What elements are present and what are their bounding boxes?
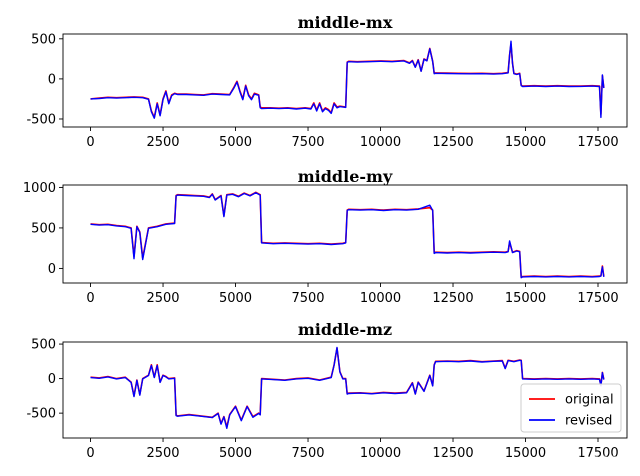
chart-title: middle-my xyxy=(298,167,393,186)
x-tick-label: 2500 xyxy=(146,291,179,306)
x-tick-label: 12500 xyxy=(432,291,473,306)
x-tick-label: 5000 xyxy=(219,446,252,461)
x-tick-label: 15000 xyxy=(505,291,546,306)
x-tick-label: 10000 xyxy=(360,291,401,306)
x-tick-label: 7500 xyxy=(291,291,324,306)
x-tick-label: 0 xyxy=(86,291,94,306)
y-tick-label: 0 xyxy=(48,262,56,277)
chart-title: middle-mz xyxy=(298,320,392,339)
x-tick-label: 7500 xyxy=(291,446,324,461)
x-tick-label: 10000 xyxy=(360,135,401,150)
x-tick-label: 2500 xyxy=(146,446,179,461)
y-tick-label: 500 xyxy=(31,338,56,353)
x-tick-label: 0 xyxy=(86,135,94,150)
x-tick-label: 0 xyxy=(86,446,94,461)
x-tick-label: 17500 xyxy=(577,135,618,150)
y-tick-label: 500 xyxy=(31,32,56,47)
y-tick-label: 0 xyxy=(48,72,56,87)
chart-title: middle-mx xyxy=(298,13,393,32)
y-tick-label: 1000 xyxy=(23,181,56,196)
y-tick-label: -500 xyxy=(26,112,56,127)
legend-label-revised: revised xyxy=(565,414,612,429)
legend: original revised xyxy=(521,384,621,432)
x-tick-label: 12500 xyxy=(432,135,473,150)
x-tick-label: 5000 xyxy=(219,291,252,306)
x-tick-label: 7500 xyxy=(291,135,324,150)
legend-label-original: original xyxy=(565,393,614,408)
x-tick-label: 2500 xyxy=(146,135,179,150)
y-tick-label: 0 xyxy=(48,372,56,387)
x-tick-label: 5000 xyxy=(219,135,252,150)
y-tick-label: -500 xyxy=(26,407,56,422)
x-tick-label: 17500 xyxy=(577,291,618,306)
y-tick-label: 500 xyxy=(31,221,56,236)
x-tick-label: 15000 xyxy=(505,135,546,150)
watermark: https://blog.csdn.net/qq_38000339 xyxy=(390,454,636,470)
